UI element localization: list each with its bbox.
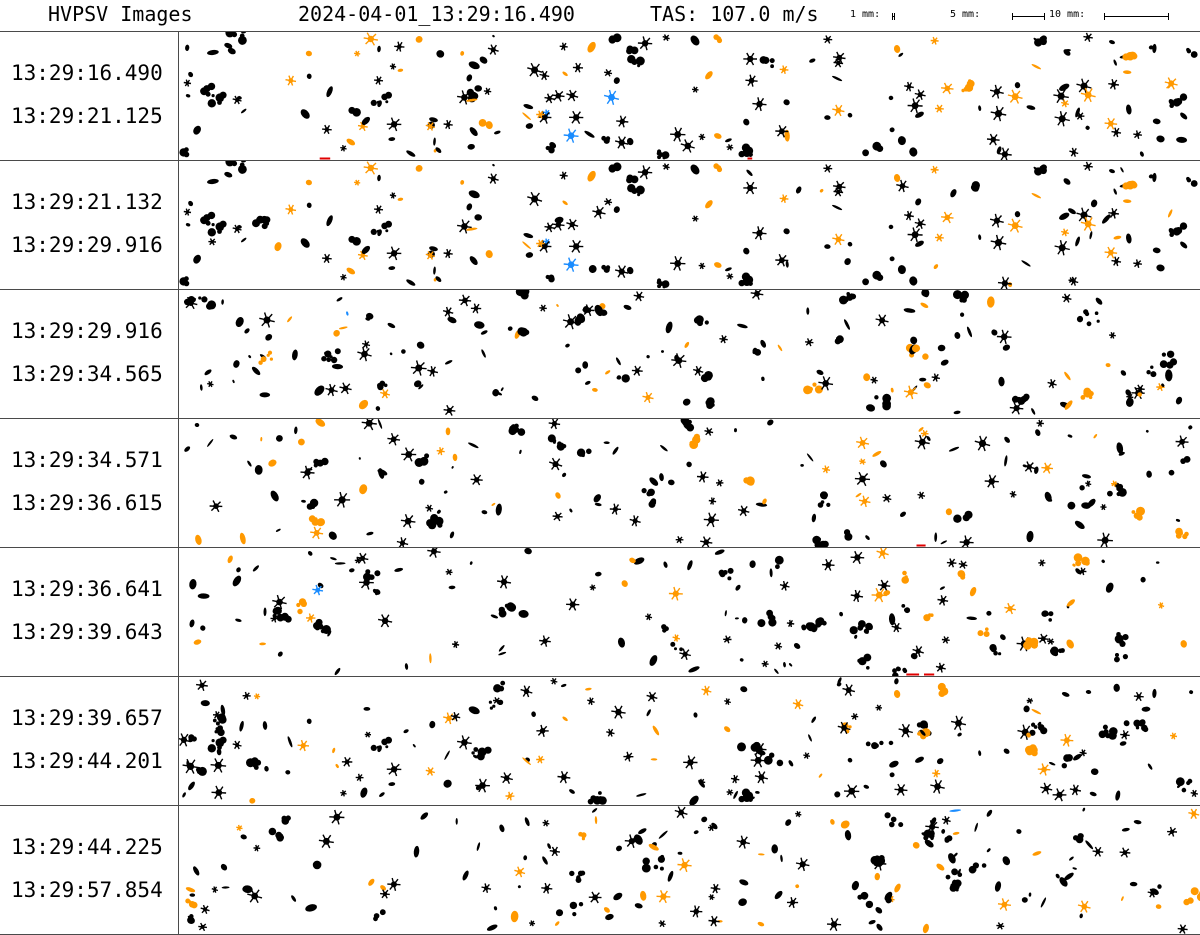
particle-images (185, 806, 1200, 934)
time-range: 13:29:16.490 13:29:21.125 (0, 32, 179, 160)
image-title: HVPSV Images (48, 2, 193, 26)
particle-images (189, 548, 1187, 676)
start-time: 13:29:21.132 (11, 190, 163, 214)
tas-label: TAS: 107.0 m/s (650, 2, 819, 26)
end-time: 13:29:44.201 (11, 749, 163, 773)
image-strip: 13:29:29.916 13:29:34.565 (0, 289, 1200, 418)
time-range: 13:29:21.132 13:29:29.916 (0, 161, 179, 289)
particle-image-area (179, 32, 1200, 160)
end-time: 13:29:21.125 (11, 104, 163, 128)
image-strip: 13:29:39.657 13:29:44.201 (0, 676, 1200, 805)
image-strip: 13:29:36.641 13:29:39.643 (0, 547, 1200, 676)
particle-images (179, 161, 1198, 289)
start-time: 13:29:39.657 (11, 706, 163, 730)
image-strip: 13:29:34.571 13:29:36.615 (0, 418, 1200, 547)
scale-5mm-bar (1012, 13, 1045, 20)
scale-1mm-bar (892, 13, 895, 20)
image-strip: 13:29:44.225 13:29:57.854 (0, 805, 1200, 935)
end-time: 13:29:36.615 (11, 491, 163, 515)
time-range: 13:29:39.657 13:29:44.201 (0, 677, 179, 805)
start-time: 13:29:29.916 (11, 319, 163, 343)
time-range: 13:29:29.916 13:29:34.565 (0, 290, 179, 418)
scale-5mm-label: 5 mm: (950, 9, 981, 20)
end-time: 13:29:34.565 (11, 362, 163, 386)
image-strip: 13:29:16.490 13:29:21.125 (0, 31, 1200, 160)
particle-image-area (179, 548, 1200, 676)
header: HVPSV Images 2024-04-01_13:29:16.490 TAS… (0, 0, 1200, 31)
particle-image-area (179, 161, 1200, 289)
end-time: 13:29:57.854 (11, 878, 163, 902)
scale-1mm: 1 mm: (850, 9, 910, 23)
particle-images (179, 677, 1199, 805)
particle-image-area (179, 677, 1200, 805)
time-range: 13:29:34.571 13:29:36.615 (0, 419, 179, 547)
scale-10mm-bar (1104, 13, 1169, 20)
image-strip: 13:29:21.132 13:29:29.916 (0, 160, 1200, 289)
end-time: 13:29:39.643 (11, 620, 163, 644)
start-time: 13:29:36.641 (11, 577, 163, 601)
end-time: 13:29:29.916 (11, 233, 163, 257)
particle-images (179, 32, 1198, 160)
particle-images (184, 419, 1193, 547)
start-time: 13:29:44.225 (11, 835, 163, 859)
datetime-label: 2024-04-01_13:29:16.490 (298, 2, 575, 26)
start-time: 13:29:34.571 (11, 448, 163, 472)
particle-image-area (179, 806, 1200, 934)
time-range: 13:29:36.641 13:29:39.643 (0, 548, 179, 676)
scale-10mm-label: 10 mm: (1049, 9, 1086, 20)
scale-10mm: 10 mm: (1048, 9, 1172, 23)
image-strips: 13:29:16.490 13:29:21.125 13:29:21.132 13:2… (0, 31, 1200, 935)
particle-images (184, 290, 1183, 416)
start-time: 13:29:16.490 (11, 61, 163, 85)
time-range: 13:29:44.225 13:29:57.854 (0, 806, 179, 934)
particle-image-area (179, 290, 1200, 418)
scale-5mm: 5 mm: (947, 9, 1045, 23)
scale-1mm-label: 1 mm: (850, 9, 881, 20)
particle-image-area (179, 419, 1200, 547)
